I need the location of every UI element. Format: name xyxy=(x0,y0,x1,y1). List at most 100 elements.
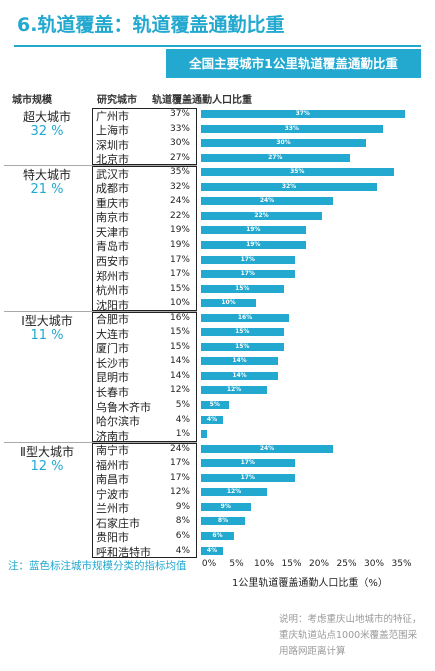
city-label: 合肥市 xyxy=(96,313,129,327)
value-label: 17% xyxy=(169,254,190,265)
value-label: 16% xyxy=(169,312,190,323)
bar-data-label: 8% xyxy=(217,517,229,525)
city-label: 贵阳市 xyxy=(96,531,129,545)
bar-data-label: 6% xyxy=(212,531,223,539)
city-label: 西安市 xyxy=(96,255,129,268)
bar-data-label: 10% xyxy=(221,299,236,307)
bar-data-label: 35% xyxy=(290,168,305,176)
city-label: 沈阳市 xyxy=(96,298,129,312)
bar: 15% xyxy=(201,342,284,351)
bar: 4% xyxy=(201,415,223,424)
city-label: 长春市 xyxy=(96,385,129,399)
x-tick-label: 35% xyxy=(391,559,412,569)
bar: 12% xyxy=(201,488,267,497)
bar-data-label: 15% xyxy=(235,284,250,292)
value-label: 33% xyxy=(169,123,190,134)
value-label: 15% xyxy=(169,341,190,352)
value-label: 5% xyxy=(175,400,190,410)
bar-data-label: 24% xyxy=(259,197,275,205)
bar-data-label: 14% xyxy=(232,371,247,379)
value-label: 8% xyxy=(175,516,190,527)
bar-data-label: 17% xyxy=(240,270,255,278)
tier-separator xyxy=(4,441,197,443)
value-label: 17% xyxy=(169,269,190,280)
x-tick-label: 15% xyxy=(281,559,302,569)
footnote: 说明：考虑重庆山地城市的特征，重庆轨道站点1000米覆盖范围采用路网距离计算 xyxy=(279,614,422,657)
bar: 14% xyxy=(201,371,278,380)
city-label: 重庆市 xyxy=(96,196,129,210)
value-label: 19% xyxy=(169,225,190,236)
bar-data-label: 12% xyxy=(226,386,242,394)
value-label: 32% xyxy=(169,181,190,192)
value-label: 10% xyxy=(169,298,190,309)
header-tier: 城市规模 xyxy=(12,95,52,106)
bar: 32% xyxy=(201,182,377,191)
city-label: 天津市 xyxy=(96,225,129,239)
bar: 37% xyxy=(201,110,405,118)
bar: 17% xyxy=(201,473,295,482)
bar: 9% xyxy=(201,502,251,511)
city-label: 武汉市 xyxy=(96,167,129,181)
value-label: 6% xyxy=(175,530,190,541)
value-label: 12% xyxy=(169,487,190,498)
bar-data-label: 17% xyxy=(240,459,255,467)
value-label: 1% xyxy=(175,429,190,440)
bar-data-label: 15% xyxy=(235,328,250,336)
bar-data-label: 9% xyxy=(220,502,231,510)
bar-data-label: 5% xyxy=(209,401,220,408)
x-tick-label: 10% xyxy=(253,559,275,569)
city-label: 成都市 xyxy=(96,182,129,196)
header-value: 轨道覆盖通勤人口比重 xyxy=(152,95,252,106)
bar-data-label: 12% xyxy=(226,488,242,496)
value-label: 12% xyxy=(169,385,190,396)
value-label: 22% xyxy=(169,210,190,221)
bar: 17% xyxy=(201,459,295,468)
tier-average: 12 % xyxy=(30,458,64,474)
value-label: 27% xyxy=(169,152,190,163)
bar-data-label: 37% xyxy=(295,110,310,117)
page-title: 6.轨道覆盖：轨道覆盖通勤比重 xyxy=(17,14,285,36)
tier-average: 11 % xyxy=(30,327,64,343)
city-label: 南宁市 xyxy=(96,444,129,458)
bar-data-label: 16% xyxy=(237,313,253,321)
bar: 35% xyxy=(201,168,394,177)
bar-data-label: 17% xyxy=(240,255,255,263)
city-label: 乌鲁木齐市 xyxy=(96,400,151,414)
bar: 8% xyxy=(201,517,245,526)
city-label: 兰州市 xyxy=(96,502,129,516)
value-label: 37% xyxy=(169,109,190,119)
x-tick-label: 0% xyxy=(201,559,217,569)
bar: 33% xyxy=(201,124,383,133)
value-label: 15% xyxy=(169,283,190,294)
city-label: 大连市 xyxy=(96,327,129,341)
city-group-box xyxy=(92,166,197,311)
x-axis-title: 1公里轨道覆盖通勤人口比重（%） xyxy=(232,578,388,589)
city-label: 北京市 xyxy=(96,153,129,167)
value-label: 35% xyxy=(169,167,190,178)
bar: 17% xyxy=(201,270,295,279)
tier-separator xyxy=(4,165,197,167)
bar-data-label: 33% xyxy=(284,124,299,132)
header-city: 研究城市 xyxy=(97,95,137,106)
x-tick-label: 20% xyxy=(308,559,330,569)
tier-average: 21 % xyxy=(30,182,64,198)
city-label: 郑州市 xyxy=(96,269,129,283)
x-tick-label: 25% xyxy=(336,559,357,569)
city-label: 青岛市 xyxy=(96,240,129,254)
title-divider xyxy=(14,45,421,47)
value-label: 30% xyxy=(169,138,190,149)
city-label: 长沙市 xyxy=(96,356,129,370)
tier-name: 超大城市 xyxy=(22,110,71,124)
city-label: 哈尔滨市 xyxy=(96,415,140,429)
bar: 12% xyxy=(201,386,267,395)
city-group-box xyxy=(92,108,197,166)
bar: 24% xyxy=(201,197,333,206)
value-label: 24% xyxy=(169,443,190,454)
value-label: 14% xyxy=(169,370,190,381)
bar: 19% xyxy=(201,240,306,249)
bar-data-label: 17% xyxy=(240,473,255,481)
value-label: 17% xyxy=(169,458,190,469)
city-group-box xyxy=(92,442,197,559)
tier-average: 32 % xyxy=(30,124,64,139)
city-label: 呼和浩特市 xyxy=(96,546,151,559)
